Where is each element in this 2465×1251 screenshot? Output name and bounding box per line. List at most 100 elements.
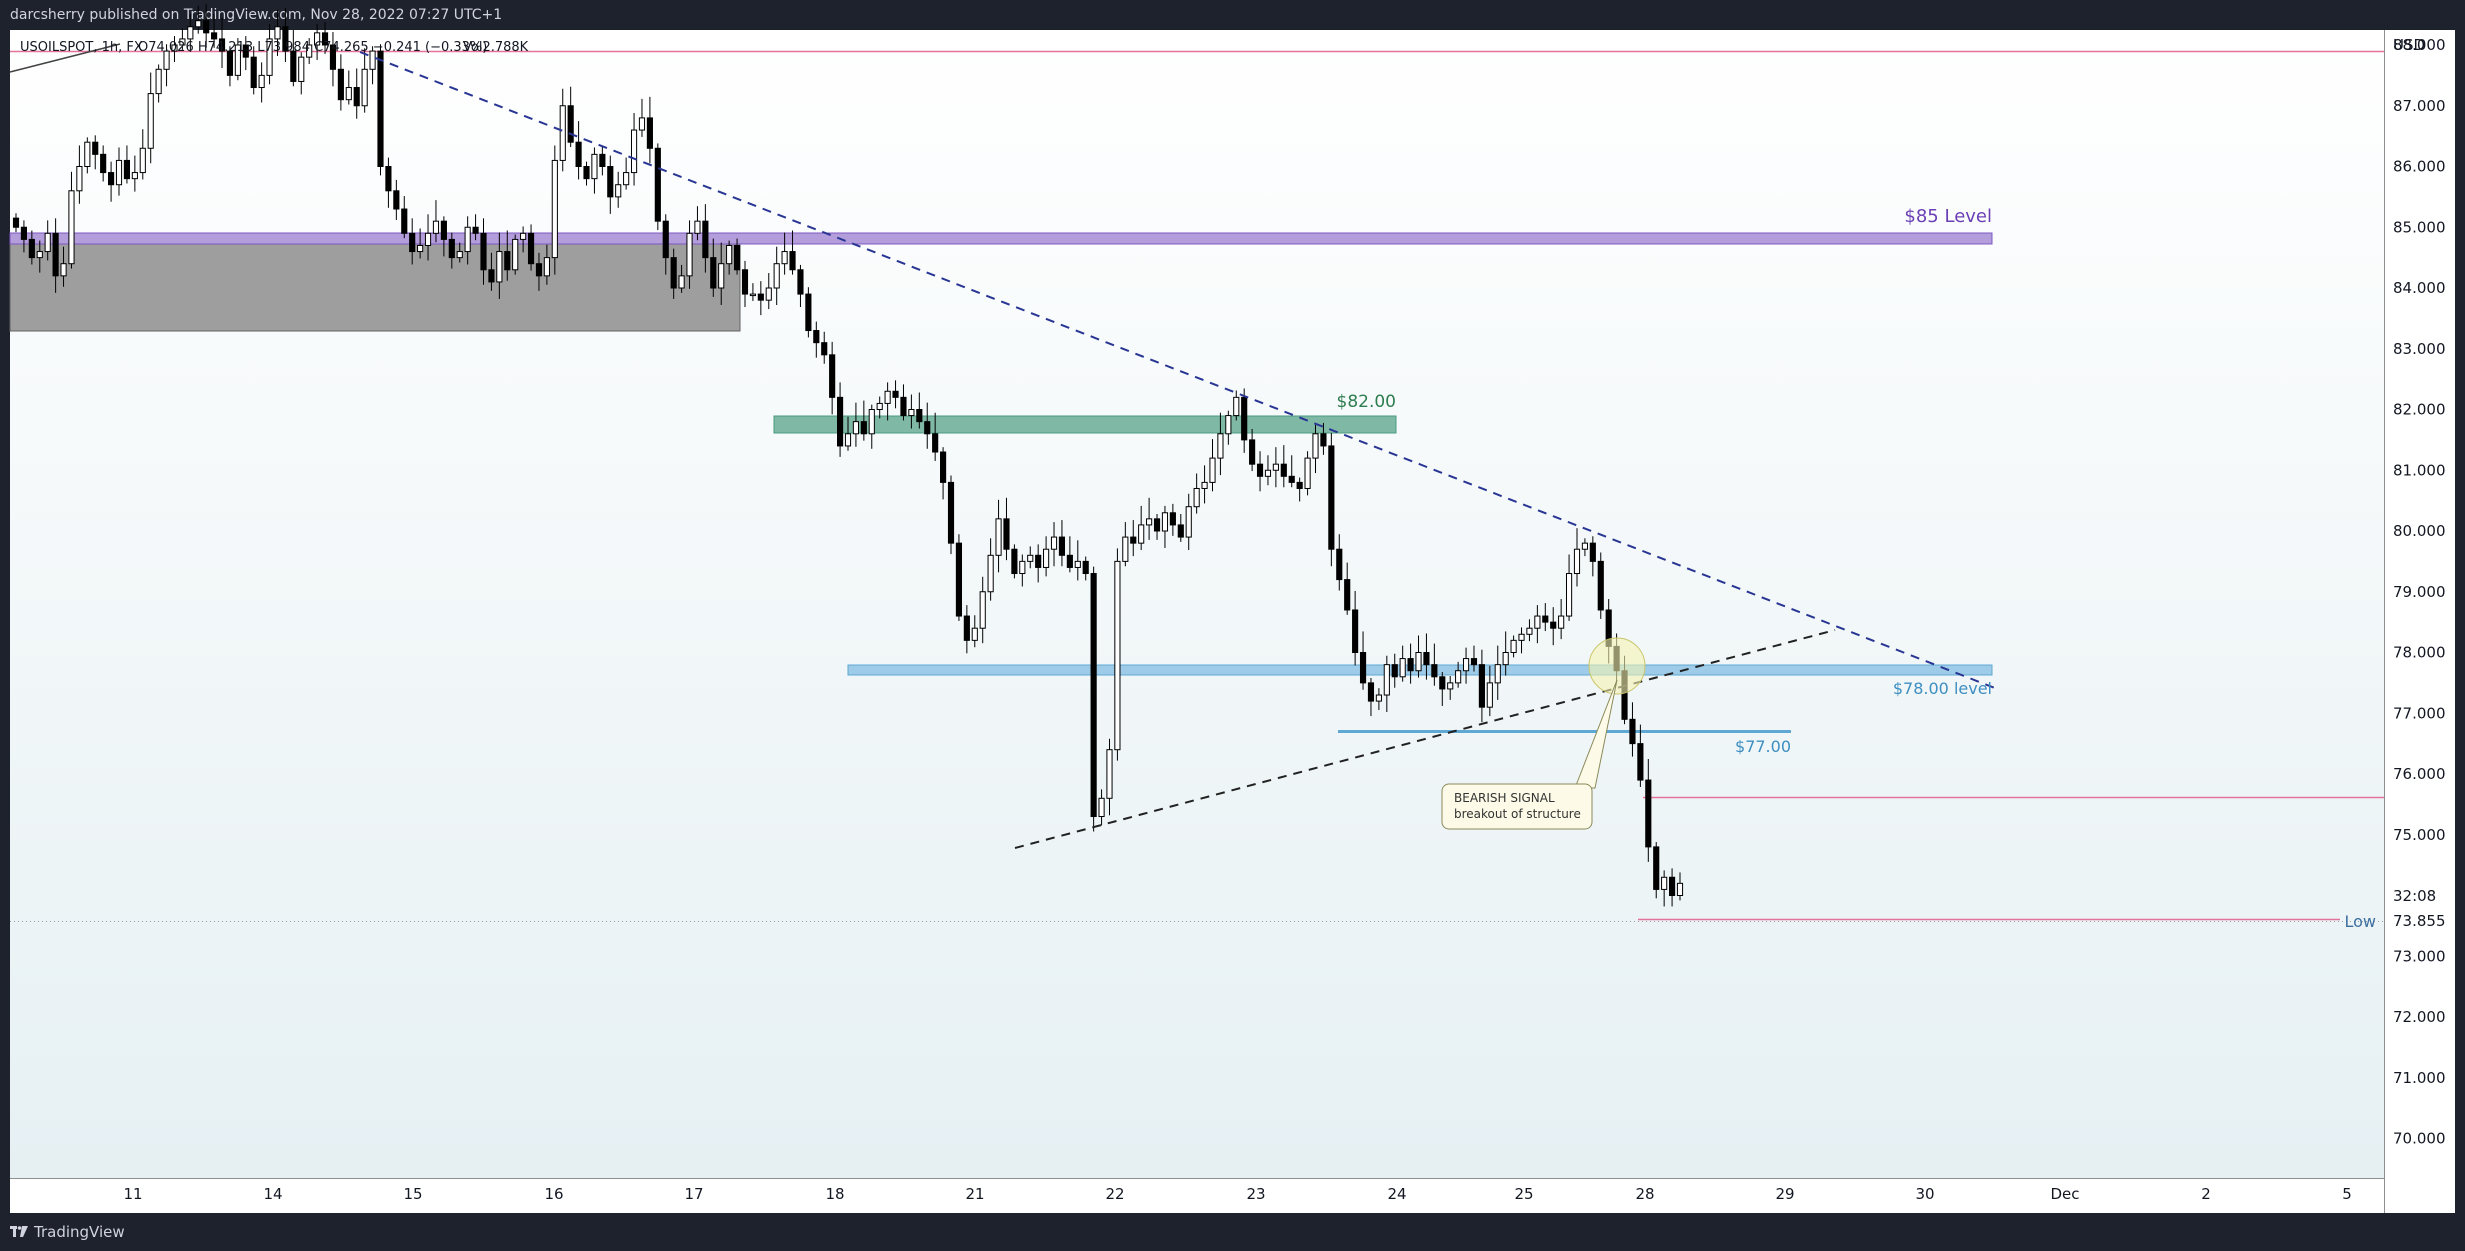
candle[interactable] bbox=[226, 46, 234, 87]
candle[interactable] bbox=[361, 48, 368, 113]
candle[interactable] bbox=[1653, 842, 1660, 899]
candle[interactable] bbox=[1375, 688, 1382, 711]
candle[interactable] bbox=[1090, 566, 1097, 832]
candle[interactable] bbox=[1550, 607, 1557, 646]
candle[interactable] bbox=[1050, 522, 1058, 567]
candle[interactable] bbox=[76, 145, 83, 204]
candle[interactable] bbox=[868, 404, 875, 449]
candle[interactable] bbox=[630, 113, 638, 186]
candle[interactable] bbox=[520, 226, 527, 253]
candle[interactable] bbox=[282, 7, 289, 63]
candle[interactable] bbox=[575, 121, 582, 180]
candle[interactable] bbox=[28, 230, 35, 265]
candle[interactable] bbox=[733, 238, 741, 275]
candles-group[interactable] bbox=[12, 3, 1684, 907]
candle[interactable] bbox=[218, 17, 226, 69]
candle[interactable] bbox=[971, 615, 978, 648]
candle[interactable] bbox=[1486, 665, 1493, 717]
candle[interactable] bbox=[147, 72, 154, 164]
candle[interactable] bbox=[979, 576, 986, 644]
candle[interactable] bbox=[615, 171, 622, 208]
candle[interactable] bbox=[1217, 412, 1224, 476]
candle[interactable] bbox=[1518, 627, 1525, 654]
candle[interactable] bbox=[1431, 643, 1438, 686]
candle[interactable] bbox=[876, 396, 883, 419]
candle[interactable] bbox=[409, 218, 416, 265]
candle[interactable] bbox=[1597, 552, 1604, 619]
candle[interactable] bbox=[60, 246, 67, 287]
candle[interactable] bbox=[1462, 647, 1470, 684]
candle[interactable] bbox=[829, 341, 836, 415]
candle[interactable] bbox=[591, 147, 598, 194]
candle[interactable] bbox=[1391, 653, 1398, 688]
candle[interactable] bbox=[1256, 451, 1264, 492]
candle[interactable] bbox=[1637, 724, 1644, 787]
candle[interactable] bbox=[115, 147, 123, 196]
candle[interactable] bbox=[860, 400, 867, 441]
candle[interactable] bbox=[1565, 554, 1573, 621]
zone-85-level[interactable] bbox=[9, 232, 1993, 245]
candle[interactable] bbox=[670, 248, 677, 299]
candle[interactable] bbox=[559, 88, 566, 172]
candle[interactable] bbox=[36, 240, 43, 273]
candle[interactable] bbox=[821, 331, 828, 364]
candle[interactable] bbox=[535, 252, 543, 291]
candle[interactable] bbox=[1320, 422, 1327, 455]
candle[interactable] bbox=[1415, 635, 1422, 678]
candle[interactable] bbox=[765, 273, 772, 310]
candle[interactable] bbox=[1661, 870, 1668, 907]
candle[interactable] bbox=[1019, 554, 1026, 587]
candle[interactable] bbox=[1280, 445, 1287, 488]
candle[interactable] bbox=[852, 402, 859, 447]
candle[interactable] bbox=[84, 137, 91, 174]
plot-area[interactable] bbox=[10, 30, 2385, 1178]
candle[interactable] bbox=[1455, 661, 1462, 688]
candle[interactable] bbox=[401, 196, 408, 239]
candle[interactable] bbox=[1581, 538, 1588, 557]
candle[interactable] bbox=[1027, 546, 1034, 569]
candle[interactable] bbox=[805, 287, 812, 338]
candle[interactable] bbox=[1589, 536, 1596, 577]
candle[interactable] bbox=[1629, 702, 1636, 757]
candle[interactable] bbox=[321, 21, 329, 54]
candle[interactable] bbox=[472, 214, 479, 241]
candle[interactable] bbox=[1193, 473, 1200, 514]
candle[interactable] bbox=[1359, 631, 1367, 690]
candle[interactable] bbox=[448, 232, 455, 269]
candle[interactable] bbox=[1098, 789, 1105, 826]
candle[interactable] bbox=[52, 218, 59, 293]
candle[interactable] bbox=[250, 46, 257, 95]
candle[interactable] bbox=[884, 382, 891, 421]
candle[interactable] bbox=[1122, 522, 1129, 567]
candle[interactable] bbox=[274, 9, 281, 56]
candle[interactable] bbox=[1011, 544, 1018, 579]
candle[interactable] bbox=[512, 234, 519, 275]
time-axis-area[interactable] bbox=[10, 1178, 2385, 1213]
candle[interactable] bbox=[1494, 645, 1501, 700]
candle[interactable] bbox=[995, 499, 1002, 573]
candle[interactable] bbox=[543, 244, 550, 285]
candle[interactable] bbox=[1272, 447, 1279, 488]
candle[interactable] bbox=[1312, 424, 1319, 474]
candle[interactable] bbox=[456, 242, 463, 263]
candle[interactable] bbox=[1288, 455, 1295, 488]
candle[interactable] bbox=[607, 155, 614, 214]
candle[interactable] bbox=[171, 36, 178, 63]
candle[interactable] bbox=[496, 232, 503, 299]
candle[interactable] bbox=[694, 206, 701, 241]
candle[interactable] bbox=[1177, 513, 1184, 542]
time-axis-labels[interactable]: 11 14 15 16 17 18 21 22 23 24 25 28 29 30 Dec 2 5 bbox=[123, 1185, 2351, 1203]
candle[interactable] bbox=[678, 264, 685, 293]
zone-supply-gray[interactable] bbox=[9, 240, 741, 332]
candle[interactable] bbox=[1328, 432, 1335, 567]
candle[interactable] bbox=[1383, 655, 1390, 713]
candle[interactable] bbox=[385, 157, 392, 208]
candle[interactable] bbox=[20, 220, 27, 253]
candle[interactable] bbox=[844, 416, 852, 451]
candle[interactable] bbox=[892, 380, 899, 409]
candle[interactable] bbox=[1146, 497, 1153, 540]
candle[interactable] bbox=[179, 27, 186, 50]
candle[interactable] bbox=[1114, 548, 1121, 761]
candle[interactable] bbox=[1534, 605, 1541, 644]
candle[interactable] bbox=[203, 3, 210, 48]
